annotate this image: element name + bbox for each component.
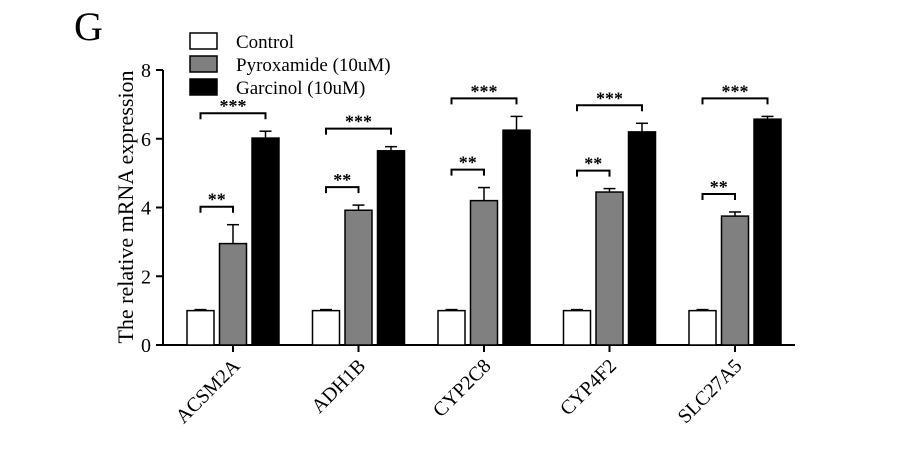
y-tick-label: 2 <box>141 266 151 288</box>
sig-bracket-pyro <box>450 168 485 176</box>
bar-control-cyp4f2 <box>562 309 592 346</box>
bar-garcinol-10um-adh1b <box>376 150 406 346</box>
x-tick-label: CYP2C8 <box>429 355 496 422</box>
sig-label-garc: *** <box>220 96 247 116</box>
bar-pyroxamide-10um-adh1b <box>344 209 373 346</box>
sig-bracket-pyro <box>325 186 360 194</box>
y-axis-label: The relative mRNA expression <box>113 70 138 343</box>
bar-pyroxamide-10um-cyp2c8 <box>469 199 499 346</box>
bar-garcinol-10um-acsm2a <box>251 137 280 346</box>
bar-control-cyp2c8 <box>437 309 466 346</box>
sig-bracket-pyro <box>199 205 234 213</box>
x-tick-label: ADH1B <box>307 355 370 418</box>
sig-label-garc: *** <box>596 88 623 108</box>
sig-bracket-garc <box>325 127 392 135</box>
sig-bracket-pyro <box>576 169 611 177</box>
sig-bracket-garc <box>450 97 518 105</box>
bar-garcinol-10um-cyp4f2 <box>627 131 657 346</box>
bars <box>186 115 782 346</box>
y-tick-label: 8 <box>141 60 151 82</box>
legend-label-pyroxamide-10um: Pyroxamide (10uM) <box>236 55 391 76</box>
sig-bracket-garc <box>701 97 769 105</box>
sig-label-pyro: ** <box>459 153 477 173</box>
legend-swatch-pyroxamide-10um <box>189 55 218 73</box>
sig-label-pyro: ** <box>710 177 728 197</box>
bar-garcinol-10um-slc27a5 <box>753 118 782 346</box>
bar-garcinol-10um-cyp2c8 <box>502 129 531 346</box>
sig-bracket-pyro <box>701 192 736 200</box>
panel-letter: G <box>74 4 103 49</box>
bar-pyroxamide-10um-cyp4f2 <box>595 191 624 346</box>
sig-label-garc: *** <box>471 81 498 101</box>
legend-swatch-garcinol-10um <box>189 78 218 96</box>
sig-bracket-garc <box>576 104 643 112</box>
sig-label-pyro: ** <box>208 190 226 210</box>
legend-swatch-control <box>189 32 218 50</box>
x-tick-label: ACSM2A <box>172 355 245 428</box>
sig-label-garc: *** <box>722 81 749 101</box>
sig-label-pyro: ** <box>333 170 351 190</box>
y-tick-label: 6 <box>141 129 151 151</box>
legend-label-control: Control <box>236 32 294 53</box>
sig-bracket-garc <box>199 112 267 120</box>
x-tick-label: CYP4F2 <box>556 355 621 420</box>
bar-pyroxamide-10um-acsm2a <box>218 242 248 346</box>
significance-brackets: ************************* <box>199 81 769 213</box>
sig-label-garc: *** <box>345 112 372 132</box>
bar-control-acsm2a <box>186 309 215 346</box>
bar-control-slc27a5 <box>688 309 717 346</box>
y-tick-label: 4 <box>141 198 151 220</box>
legend-label-garcinol-10um: Garcinol (10uM) <box>236 78 365 99</box>
y-tick-label: 0 <box>141 335 151 357</box>
bar-pyroxamide-10um-slc27a5 <box>720 215 750 346</box>
bar-control-adh1b <box>311 309 341 346</box>
x-tick-label: SLC27A5 <box>674 355 747 428</box>
sig-label-pyro: ** <box>584 154 602 174</box>
